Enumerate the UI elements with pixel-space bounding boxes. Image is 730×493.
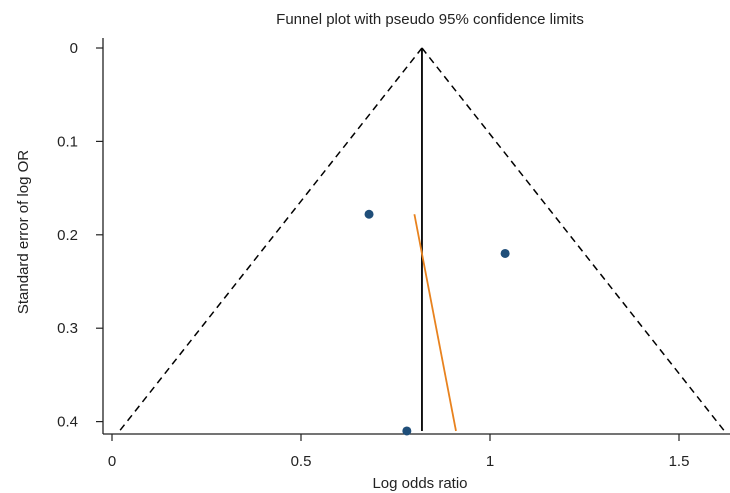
x-tick-label: 1.5 [669, 453, 690, 470]
x-tick-label: 0 [108, 453, 116, 470]
x-tick-label: 0.5 [291, 453, 312, 470]
chart-title: Funnel plot with pseudo 95% confidence l… [276, 11, 584, 28]
y-tick-label: 0 [70, 40, 78, 57]
study-point [500, 248, 510, 258]
y-tick-label: 0.3 [57, 320, 78, 337]
study-point [402, 426, 412, 436]
x-axis-ticks: 0 0.5 1 1.5 [108, 434, 690, 470]
y-axis-label: Standard error of log OR [15, 150, 32, 314]
study-points [364, 209, 510, 436]
y-tick-label: 0.1 [57, 133, 78, 150]
regression-line [413, 214, 457, 432]
x-tick-label: 1 [486, 453, 494, 470]
upper-confidence-limit-line [421, 47, 725, 432]
study-point [364, 209, 374, 219]
y-axis-ticks: 0 0.1 0.2 0.3 0.4 [57, 40, 103, 431]
y-tick-label: 0.2 [57, 227, 78, 244]
x-axis-label: Log odds ratio [372, 475, 467, 492]
y-tick-label: 0.4 [57, 414, 78, 431]
lower-confidence-limit-line [118, 47, 423, 432]
